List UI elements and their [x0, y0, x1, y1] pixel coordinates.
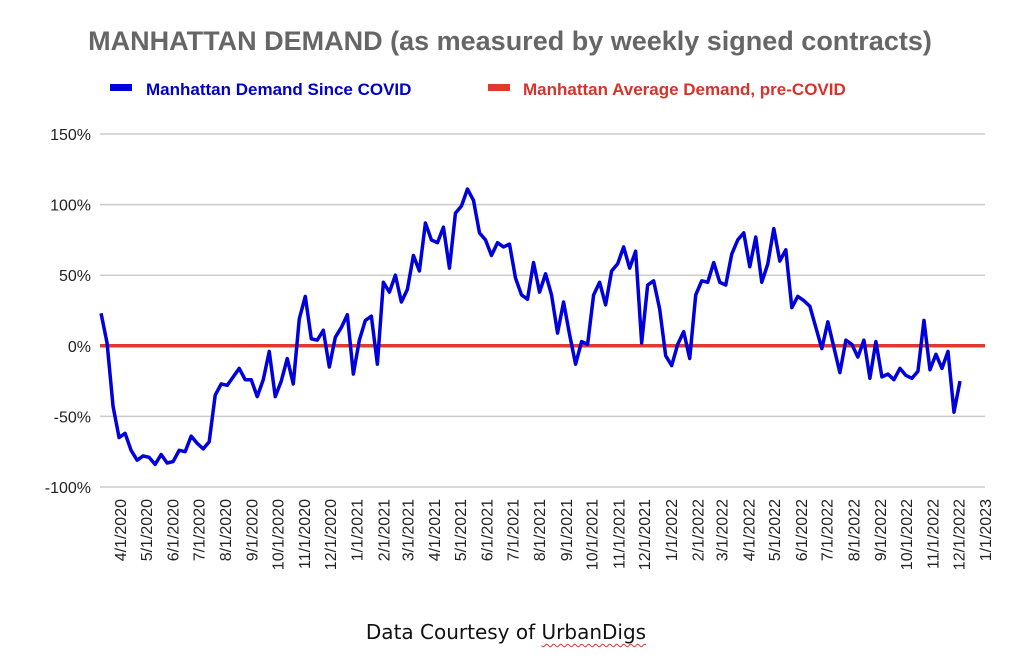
- x-tick-label: 6/1/2022: [794, 499, 811, 561]
- y-tick-label: 150%: [50, 127, 91, 144]
- x-tick-label: 1/1/2023: [978, 499, 995, 561]
- x-tick-label: 7/1/2020: [191, 499, 208, 561]
- x-tick-label: 4/1/2020: [113, 499, 130, 561]
- x-tick-label: 1/1/2021: [350, 499, 367, 561]
- x-tick-label: 1/1/2022: [664, 499, 681, 561]
- x-tick-label: 2/1/2021: [376, 499, 393, 561]
- x-tick-label: 3/1/2021: [400, 499, 417, 561]
- x-tick-label: 12/1/2020: [323, 499, 340, 570]
- x-axis: 4/1/2020 5/1/2020 6/1/2020 7/1/2020 8/1/2020…: [113, 499, 995, 570]
- x-tick-label: 11/1/2021: [611, 499, 628, 569]
- x-tick-label: 11/1/2020: [297, 499, 314, 569]
- x-tick-label: 10/1/2022: [899, 499, 916, 570]
- chart-title: MANHATTAN DEMAND (as measured by weekly …: [88, 26, 932, 56]
- y-tick-label: 0%: [68, 339, 91, 356]
- y-tick-label: -50%: [54, 409, 91, 426]
- legend-label-average: Manhattan Average Demand, pre-COVID: [523, 80, 846, 99]
- x-tick-label: 6/1/2021: [480, 499, 497, 561]
- x-tick-label: 5/1/2020: [139, 499, 156, 561]
- x-tick-label: 2/1/2022: [691, 499, 708, 561]
- x-tick-label: 7/1/2022: [820, 499, 837, 561]
- x-tick-label: 8/1/2020: [218, 499, 235, 561]
- x-tick-label: 6/1/2020: [166, 499, 183, 561]
- x-tick-label: 5/1/2021: [453, 499, 470, 561]
- x-tick-label: 9/1/2022: [873, 499, 890, 561]
- x-tick-label: 11/1/2022: [925, 499, 942, 569]
- y-tick-label: 50%: [59, 268, 91, 285]
- x-tick-label: 3/1/2022: [715, 499, 732, 561]
- legend-swatch-demand: [110, 84, 132, 91]
- x-tick-label: 8/1/2021: [532, 499, 549, 561]
- series-group: [99, 187, 985, 467]
- x-tick-label: 8/1/2022: [846, 499, 863, 561]
- legend: Manhattan Demand Since COVID Manhattan A…: [110, 80, 846, 99]
- caption-source: UrbanDigs: [541, 620, 647, 644]
- legend-swatch-average: [488, 84, 510, 91]
- x-tick-label: 10/1/2021: [585, 499, 602, 570]
- caption: Data Courtesy of UrbanDigs: [0, 620, 1012, 644]
- x-tick-label: 10/1/2020: [271, 499, 288, 570]
- y-tick-label: -100%: [45, 480, 91, 497]
- y-axis: 150% 100% 50% 0% -50% -100%: [45, 127, 91, 497]
- x-tick-label: 5/1/2022: [767, 499, 784, 561]
- caption-prefix: Data Courtesy of: [365, 620, 542, 644]
- x-tick-label: 4/1/2021: [427, 499, 444, 561]
- x-tick-label: 12/1/2022: [951, 499, 968, 570]
- x-tick-label: 4/1/2022: [741, 499, 758, 561]
- x-tick-label: 9/1/2020: [245, 499, 262, 561]
- y-tick-label: 100%: [50, 198, 91, 215]
- gridlines: [100, 133, 985, 488]
- x-tick-label: 7/1/2021: [505, 499, 522, 561]
- demand-line: [99, 187, 962, 467]
- x-tick-label: 9/1/2021: [559, 499, 576, 561]
- x-tick-label: 12/1/2021: [637, 499, 654, 570]
- legend-label-demand: Manhattan Demand Since COVID: [146, 80, 411, 99]
